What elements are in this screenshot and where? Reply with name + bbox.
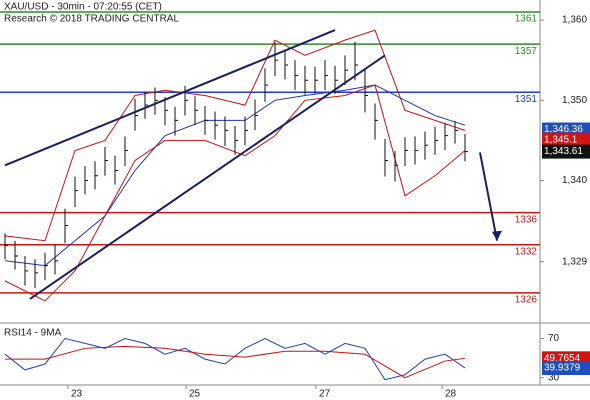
level-label: 1361 [515, 14, 538, 25]
price-tag-label: 1,343.61 [544, 146, 583, 157]
price-tag-label: 1,345.1 [544, 134, 578, 145]
overlay-line [4, 29, 466, 242]
price-tag [542, 144, 590, 159]
level-label: 1336 [515, 214, 538, 225]
level-label: 1326 [515, 295, 538, 306]
rsi-tick-label: 70 [548, 333, 560, 344]
rsi-tag-label: 49.7654 [544, 353, 581, 364]
trend-line [4, 29, 336, 167]
y-tick-label: 1,350 [562, 95, 587, 106]
rsi-tag [542, 360, 590, 375]
rsi-title: RSI14 - 9MA [4, 328, 62, 339]
forecast-arrow [479, 152, 498, 241]
level-label: 1332 [515, 246, 538, 257]
price-tag-label: 1,346.36 [544, 124, 583, 135]
x-tick-label: 28 [445, 389, 457, 400]
arrow-head [492, 230, 502, 241]
level-label: 1357 [515, 46, 538, 57]
x-tick-label: 27 [319, 389, 331, 400]
rsi-tag-label: 39.9379 [544, 363, 581, 374]
level-label: 1351 [515, 94, 538, 105]
price-tag [542, 132, 590, 147]
rsi-line [5, 345, 466, 379]
rsi-tick-label: 30 [548, 372, 560, 383]
x-tick-label: 25 [189, 389, 201, 400]
y-tick-label: 1,360 [562, 15, 587, 26]
y-tick-label: 1,329 [562, 256, 587, 267]
chart-subtitle: Research © 2018 TRADING CENTRAL [4, 14, 179, 25]
chart-title: XAU/USD - 30min - 07:20:55 (CET) [4, 2, 162, 13]
x-tick-label: 23 [71, 389, 83, 400]
trend-line [29, 54, 386, 300]
y-tick-label: 1,340 [562, 175, 587, 186]
